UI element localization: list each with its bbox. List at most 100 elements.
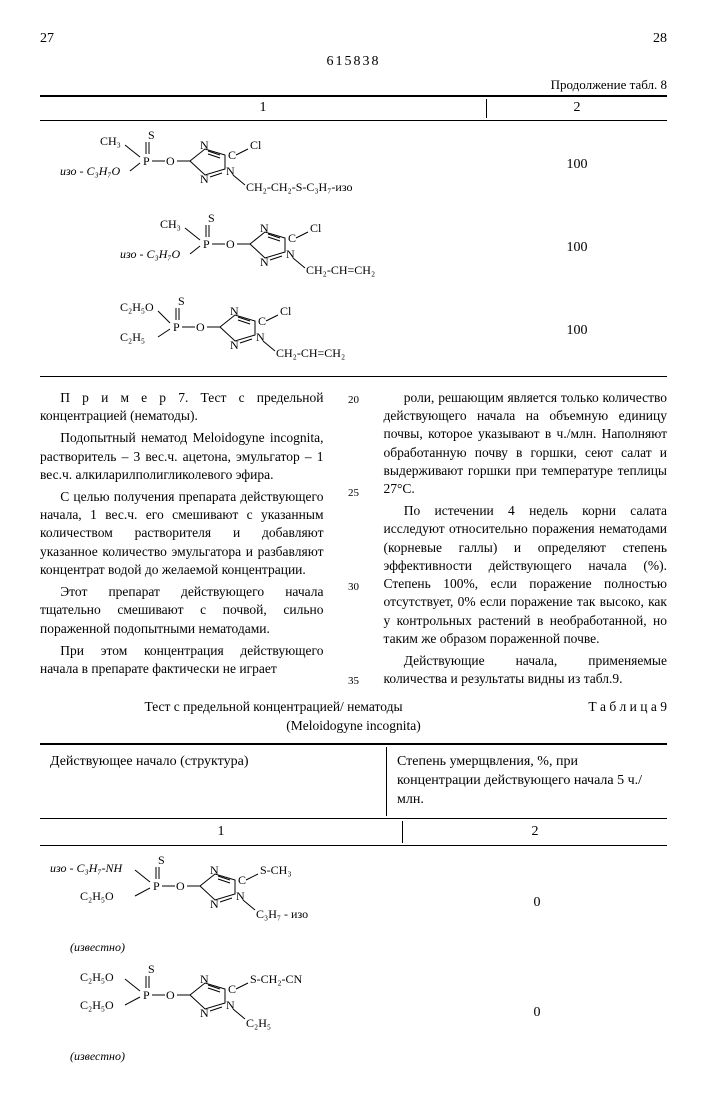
svg-text:C: C bbox=[238, 873, 246, 887]
svg-text:N: N bbox=[200, 138, 209, 152]
svg-text:изо - C₃H₇O: изо - C₃H₇O bbox=[60, 164, 121, 178]
svg-text:C₂H₅O: C₂H₅O bbox=[120, 300, 154, 314]
svg-text:CH₃: CH₃ bbox=[160, 217, 181, 231]
svg-text:CH₂-CH₂-S-C₃H₇-изо: CH₂-CH₂-S-C₃H₇-изо bbox=[246, 180, 353, 194]
page-num-left: 27 bbox=[40, 30, 54, 49]
para: Подопытный нематод Meloidogyne incognita… bbox=[40, 429, 324, 484]
table9-col1-header: Действующее начало (структура) bbox=[40, 747, 387, 816]
svg-text:C₂H₅O: C₂H₅O bbox=[80, 970, 114, 984]
svg-text:S: S bbox=[178, 294, 185, 308]
svg-text:P: P bbox=[173, 320, 180, 334]
svg-text:N: N bbox=[230, 304, 239, 318]
svg-text:C₂H₅: C₂H₅ bbox=[120, 330, 145, 344]
para: С целью получения препарата действующего… bbox=[40, 488, 324, 579]
svg-text:O: O bbox=[176, 879, 185, 893]
table9-row-1: изо - C₃H₇-NH S P C₂H₅O O N C S-CH₃ N N bbox=[40, 852, 667, 955]
table8-row-2: CH₃ S P изо - C₃H₇O O N C Cl N N CH₂-CH=… bbox=[40, 210, 667, 287]
table9-row-2: C₂H₅O S P C₂H₅O O N C S-CH₂-CN N N bbox=[40, 961, 667, 1064]
svg-text:C₂H₅O: C₂H₅O bbox=[80, 889, 114, 903]
line-marker: 30 bbox=[344, 580, 364, 595]
rule bbox=[40, 376, 667, 377]
table8-header: 1 2 bbox=[40, 99, 667, 118]
known-label: (известно) bbox=[70, 1048, 407, 1064]
caption-line1: Тест с предельной концентрацией/ нематод… bbox=[40, 698, 507, 716]
table9-row1-value: 0 bbox=[407, 894, 667, 913]
svg-text:P: P bbox=[203, 237, 210, 251]
svg-text:C₂H₅: C₂H₅ bbox=[246, 1016, 271, 1030]
table9-caption: Тест с предельной концентрацией/ нематод… bbox=[40, 698, 667, 734]
svg-text:Cl: Cl bbox=[250, 138, 262, 152]
rule bbox=[40, 95, 667, 97]
table9-header: Действующее начало (структура) Степень у… bbox=[40, 747, 667, 816]
svg-text:N: N bbox=[210, 863, 219, 877]
table8-col2-num: 2 bbox=[487, 99, 667, 118]
left-column: П р и м е р 7. Тест с предельной концент… bbox=[40, 389, 324, 693]
svg-text:P: P bbox=[143, 154, 150, 168]
table9-col2-header: Степень умерщвления, %, при концентрации… bbox=[387, 747, 667, 816]
structure-svg: CH₃ S P изо - C₃H₇O O N C Cl N N CH₂-CH₂… bbox=[40, 127, 440, 197]
svg-text:S: S bbox=[148, 962, 155, 976]
svg-text:C₃H₇ - изо: C₃H₇ - изо bbox=[256, 907, 308, 921]
page-number-row: 27 28 bbox=[40, 30, 667, 49]
svg-text:C: C bbox=[228, 982, 236, 996]
right-column: роли, решающим является только количеств… bbox=[384, 389, 668, 693]
colnum-1: 1 bbox=[40, 821, 403, 844]
svg-text:C: C bbox=[288, 231, 296, 245]
svg-text:O: O bbox=[226, 237, 235, 251]
line-marker: 25 bbox=[344, 486, 364, 501]
structure-svg: C₂H₅O S P C₂H₅O O N C S-CH₂-CN N N bbox=[40, 961, 400, 1041]
svg-text:N: N bbox=[200, 1006, 209, 1020]
svg-text:Cl: Cl bbox=[310, 221, 322, 235]
rule bbox=[40, 845, 667, 846]
svg-text:O: O bbox=[166, 988, 175, 1002]
svg-text:изо - C₃H₇-NH: изо - C₃H₇-NH bbox=[50, 861, 124, 875]
svg-text:N: N bbox=[210, 897, 219, 911]
svg-text:N: N bbox=[200, 972, 209, 986]
svg-text:Cl: Cl bbox=[280, 304, 292, 318]
svg-text:N: N bbox=[230, 338, 239, 352]
rule bbox=[40, 743, 667, 745]
table8-row-1: CH₃ S P изо - C₃H₇O O N C Cl N N CH₂-CH₂… bbox=[40, 127, 667, 204]
table9-row2-value: 0 bbox=[407, 1004, 667, 1023]
table8-row2-value: 100 bbox=[487, 239, 667, 258]
svg-text:S: S bbox=[208, 211, 215, 225]
svg-text:O: O bbox=[166, 154, 175, 168]
structure-svg: CH₃ S P изо - C₃H₇O O N C Cl N N CH₂-CH=… bbox=[40, 210, 440, 280]
svg-text:C₂H₅O: C₂H₅O bbox=[80, 998, 114, 1012]
para: роли, решающим является только количеств… bbox=[384, 389, 668, 498]
svg-text:S: S bbox=[148, 128, 155, 142]
table8-continuation-label: Продолжение табл. 8 bbox=[40, 76, 667, 94]
para: Действующие начала, применяемые количест… bbox=[384, 652, 668, 688]
svg-text:P: P bbox=[153, 879, 160, 893]
svg-text:изо - C₃H₇O: изо - C₃H₇O bbox=[120, 247, 181, 261]
line-marker: 20 bbox=[344, 393, 364, 408]
rule bbox=[40, 120, 667, 121]
known-label: (известно) bbox=[70, 939, 407, 955]
svg-text:O: O bbox=[196, 320, 205, 334]
svg-text:N: N bbox=[260, 221, 269, 235]
table8-row1-value: 100 bbox=[487, 156, 667, 175]
svg-text:S: S bbox=[158, 853, 165, 867]
page-num-right: 28 bbox=[653, 30, 667, 49]
document-id: 615838 bbox=[40, 53, 667, 72]
line-marker: 35 bbox=[344, 674, 364, 689]
para: При этом концентрация действующего начал… bbox=[40, 642, 324, 678]
para: По истечении 4 недель корни салата иссле… bbox=[384, 502, 668, 648]
table8-row3-value: 100 bbox=[487, 322, 667, 341]
svg-text:CH₃: CH₃ bbox=[100, 134, 121, 148]
svg-text:P: P bbox=[143, 988, 150, 1002]
svg-text:C: C bbox=[228, 148, 236, 162]
table8-col1-num: 1 bbox=[40, 99, 487, 118]
caption-line2: (Meloidogyne incognita) bbox=[40, 717, 667, 735]
svg-text:CH₂-CH=CH₂: CH₂-CH=CH₂ bbox=[276, 346, 345, 360]
svg-text:CH₂-CH=CH₂: CH₂-CH=CH₂ bbox=[306, 263, 375, 277]
structure-svg: изо - C₃H₇-NH S P C₂H₅O O N C S-CH₃ N N bbox=[40, 852, 400, 932]
para: П р и м е р 7. Тест с предельной концент… bbox=[40, 389, 324, 425]
colnum-2: 2 bbox=[403, 821, 667, 844]
svg-text:N: N bbox=[260, 255, 269, 269]
structure-svg: C₂H₅O S P C₂H₅ O N C Cl N N CH₂-CH=CH₂ bbox=[40, 293, 440, 363]
table8-row-3: C₂H₅O S P C₂H₅ O N C Cl N N CH₂-CH=CH₂ 1… bbox=[40, 293, 667, 370]
svg-text:S-CH₂-CN: S-CH₂-CN bbox=[250, 972, 303, 986]
para: Этот препарат действующего начала тщател… bbox=[40, 583, 324, 638]
table9-label: Т а б л и ц а 9 bbox=[507, 698, 667, 716]
